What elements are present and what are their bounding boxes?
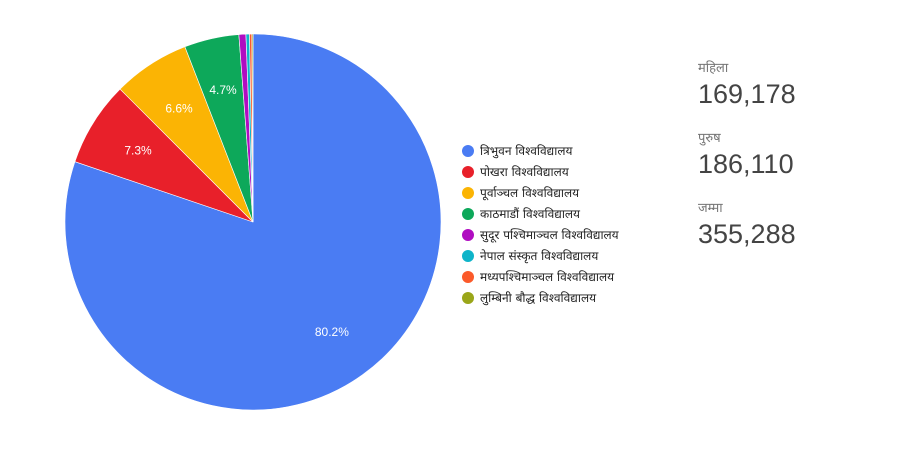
stat-female: महिला 169,178 <box>698 60 898 130</box>
slice-value-label: 4.7% <box>209 83 237 97</box>
legend-swatch <box>462 249 474 262</box>
legend-label: मध्यपश्चिमाञ्चल विश्वविद्यालय <box>480 270 615 284</box>
legend-label: काठमाडौं विश्वविद्यालय <box>480 207 581 221</box>
legend-item[interactable]: पूर्वाञ्चल विश्वविद्यालय <box>462 182 682 203</box>
legend-item[interactable]: त्रिभुवन विश्वविद्यालय <box>462 140 682 161</box>
stat-value: 169,178 <box>698 79 796 109</box>
legend-label: सुदूर पश्चिमाञ्चल विश्वविद्यालय <box>480 228 619 242</box>
legend-swatch <box>462 144 474 157</box>
stat-label: महिला <box>698 61 729 76</box>
stat-value: 186,110 <box>698 149 794 179</box>
slice-value-label: 80.2% <box>315 325 349 339</box>
legend-swatch <box>462 270 474 283</box>
stat-value: 355,288 <box>698 219 796 249</box>
pie-slice-lumbini[interactable] <box>251 33 254 223</box>
legend-label: पोखरा विश्वविद्यालय <box>480 165 569 179</box>
legend-swatch <box>462 291 474 304</box>
pie-chart: 80.2% 7.3% 6.6% 4.7% <box>64 33 442 411</box>
legend-label: पूर्वाञ्चल विश्वविद्यालय <box>480 186 580 200</box>
legend-swatch <box>462 186 474 199</box>
legend-label: नेपाल संस्कृत विश्वविद्यालय <box>480 249 599 263</box>
legend-item[interactable]: काठमाडौं विश्वविद्यालय <box>462 203 682 224</box>
stat-male: पुरुष 186,110 <box>698 130 898 200</box>
legend-swatch <box>462 207 474 220</box>
stat-label: जम्मा <box>698 201 723 216</box>
legend-swatch <box>462 165 474 178</box>
legend-label: लुम्बिनी बौद्ध विश्वविद्यालय <box>480 291 597 305</box>
stat-total: जम्मा 355,288 <box>698 200 898 270</box>
legend-item[interactable]: पोखरा विश्वविद्यालय <box>462 161 682 182</box>
legend-item[interactable]: सुदूर पश्चिमाञ्चल विश्वविद्यालय <box>462 224 682 245</box>
slice-value-label: 6.6% <box>165 102 193 116</box>
legend-label: त्रिभुवन विश्वविद्यालय <box>480 144 573 158</box>
stat-label: पुरुष <box>698 131 721 146</box>
legend-item[interactable]: नेपाल संस्कृत विश्वविद्यालय <box>462 245 682 266</box>
slice-value-label: 7.3% <box>124 144 152 158</box>
summary-stats: महिला 169,178 पुरुष 186,110 जम्मा 355,28… <box>698 60 898 270</box>
legend-item[interactable]: लुम्बिनी बौद्ध विश्वविद्यालय <box>462 287 682 308</box>
legend-item[interactable]: मध्यपश्चिमाञ्चल विश्वविद्यालय <box>462 266 682 287</box>
legend: त्रिभुवन विश्वविद्यालय पोखरा विश्वविद्या… <box>462 140 682 308</box>
legend-swatch <box>462 228 474 241</box>
